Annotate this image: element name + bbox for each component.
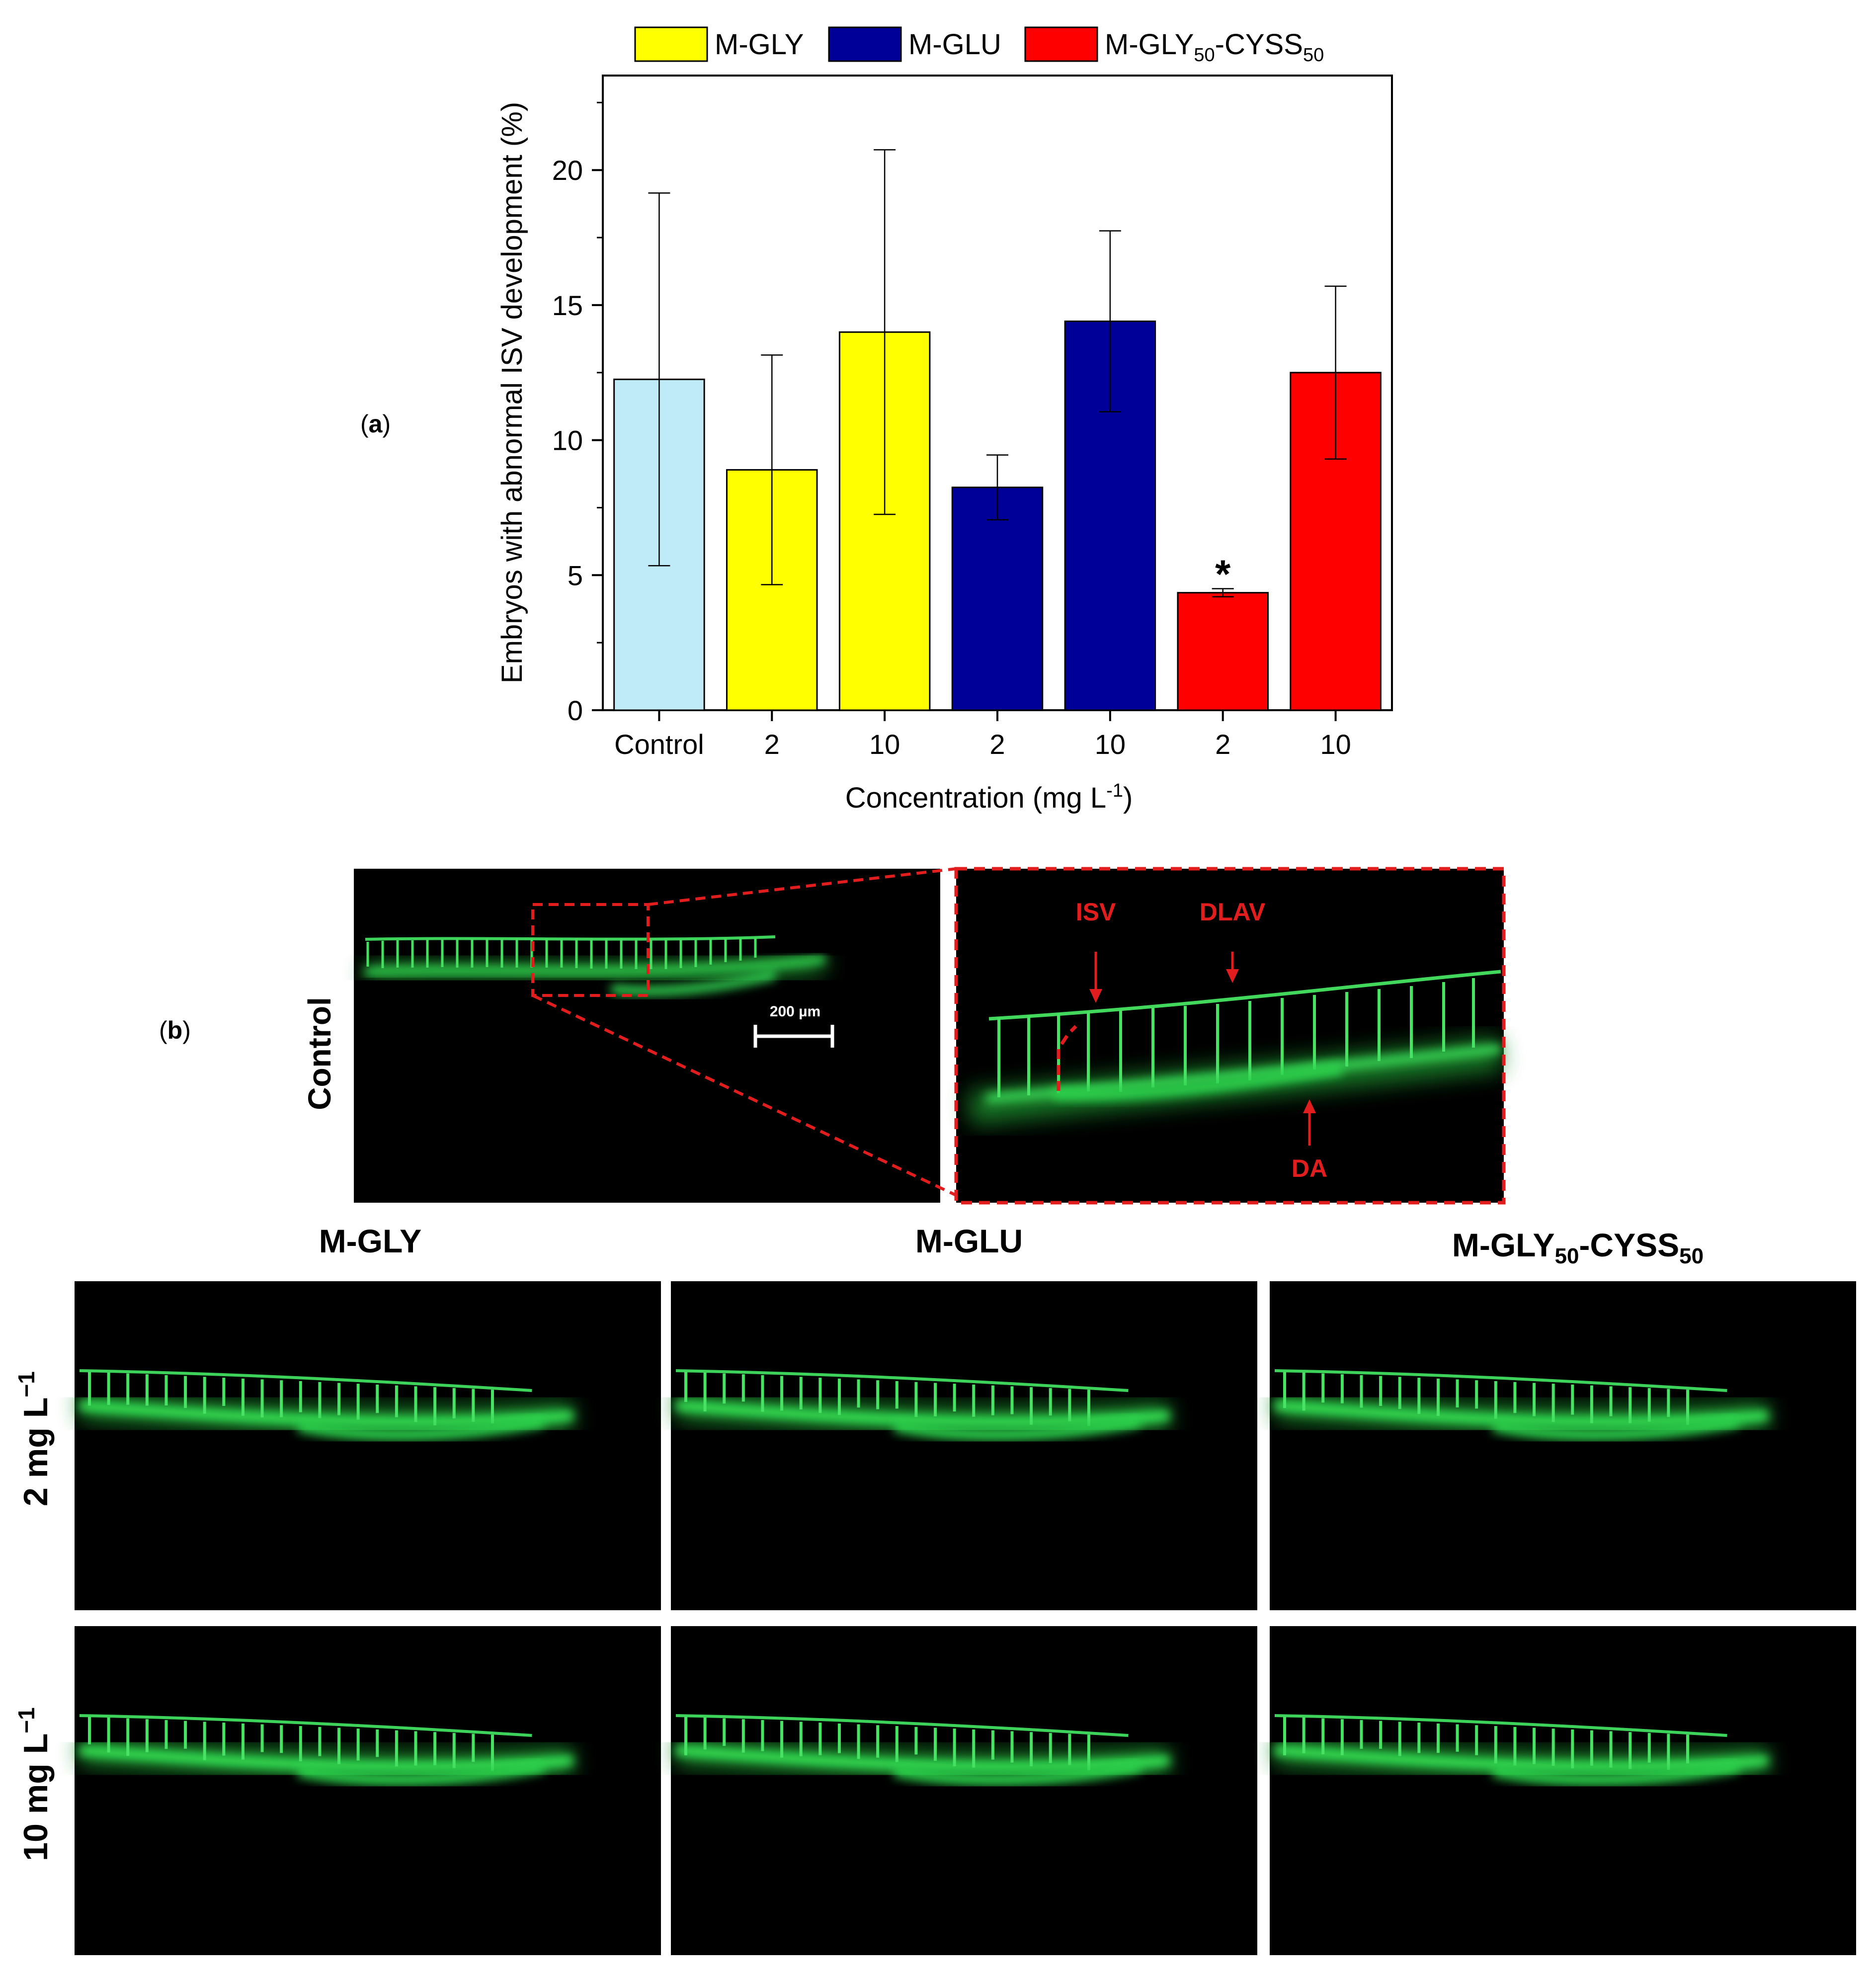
fish-plexus xyxy=(1492,1759,1740,1786)
zoom-connector-top xyxy=(648,867,957,906)
micrograph-r1-c1 xyxy=(671,1626,1257,1955)
svg-text:ISV: ISV xyxy=(1076,898,1116,926)
x-tick-label-5: 2 xyxy=(1215,729,1230,760)
micrograph-r0-c2 xyxy=(1270,1281,1856,1610)
panel-label-a: (a) xyxy=(360,410,391,438)
fish-dlav xyxy=(1274,1369,1727,1392)
micrograph-r1-c0 xyxy=(75,1626,661,1955)
y-tick-label: 0 xyxy=(568,695,583,726)
legend-label-1: M-GLU xyxy=(908,28,1001,61)
isv-annotation: ISV xyxy=(1076,898,1116,1003)
legend-swatch-1 xyxy=(828,26,902,62)
x-tick-label-0: Control xyxy=(614,729,704,760)
micrograph-r0-c1 xyxy=(671,1281,1257,1610)
y-tick-label: 20 xyxy=(552,155,583,186)
zoom-region-box xyxy=(531,903,650,997)
bar-chart: 0 5 10 15 20 Control 2 10 2 10 2 10 * Embryos with… xyxy=(496,75,1393,814)
column-header-mgly-cyss: M-GLY50-CYSS50 xyxy=(1452,1227,1704,1268)
control-row-label: Control xyxy=(302,997,337,1110)
x-tick-label-1: 2 xyxy=(764,729,780,760)
fish-vasculature xyxy=(365,935,826,996)
fish-dlav xyxy=(1274,1714,1727,1737)
fish-axis-vessel xyxy=(79,1745,573,1772)
row-label-2mg: 2 mg L−1 xyxy=(13,1371,55,1506)
legend-label-0: M-GLY xyxy=(715,28,804,61)
y-tick-label: 5 xyxy=(568,560,583,591)
micrograph-r0-c0 xyxy=(75,1281,661,1610)
bar-3 xyxy=(951,487,1044,711)
chart-legend: M-GLY M-GLU M-GLY50-CYSS50 xyxy=(634,26,1324,66)
y-tick-label: 10 xyxy=(552,425,583,456)
svg-text:DLAV: DLAV xyxy=(1200,898,1266,926)
micrograph-r1-c2 xyxy=(1270,1626,1856,1955)
y-axis-ticks: 0 5 10 15 20 xyxy=(552,101,603,726)
fish-plexus xyxy=(893,1759,1142,1786)
panel-label-b: (b) xyxy=(159,1016,191,1044)
control-zoom-image: ISV DLAV DA xyxy=(954,867,1506,1205)
y-axis-label: Embryos with abnormal ISV development (%… xyxy=(496,102,528,683)
fish-axis-vessel xyxy=(1274,1400,1769,1427)
svg-text:DA: DA xyxy=(1292,1154,1327,1182)
fish-axis-vessel xyxy=(675,1400,1170,1427)
fish-plexus xyxy=(297,1759,545,1786)
svg-text:200 µm: 200 µm xyxy=(770,1003,820,1020)
micrograph-background xyxy=(1270,1626,1856,1955)
da-annotation: DA xyxy=(1292,1099,1327,1182)
dlav-annotation: DLAV xyxy=(1200,898,1266,983)
fish-isvs xyxy=(684,1372,1090,1426)
fish-dlav xyxy=(79,1369,532,1392)
legend-swatch-0 xyxy=(634,26,708,62)
x-tick-label-6: 10 xyxy=(1320,729,1351,760)
scale-bar: 200 µm xyxy=(753,1003,834,1048)
micrograph-background xyxy=(671,1281,1257,1610)
fish-plexus xyxy=(893,1414,1142,1441)
x-tick-label-2: 10 xyxy=(869,729,900,760)
fish-dlav xyxy=(79,1714,532,1737)
zoom-connector-bottom xyxy=(532,994,957,1197)
control-overview-image: 200 µm xyxy=(354,869,940,1203)
fish-dlav xyxy=(675,1714,1129,1737)
fish-isvs xyxy=(1283,1717,1689,1770)
isv-highlight xyxy=(1057,1025,1077,1091)
micrograph-background xyxy=(75,1626,661,1955)
micrograph-background xyxy=(671,1626,1257,1955)
fish-isvs xyxy=(684,1717,1090,1771)
fish-axis-vessel xyxy=(1274,1745,1769,1772)
fish-isvs xyxy=(1283,1372,1689,1425)
fish-axis-vessel xyxy=(79,1400,573,1427)
error-bars xyxy=(648,149,1347,598)
fish-axis-vessel xyxy=(675,1745,1170,1772)
micrograph-background xyxy=(75,1281,661,1610)
x-axis-ticks: Control 2 10 2 10 2 10 xyxy=(614,710,1351,760)
bar-5 xyxy=(1177,592,1269,711)
micrograph-background xyxy=(1270,1281,1856,1610)
micrograph-grid xyxy=(75,1281,1856,1955)
y-tick-label: 15 xyxy=(552,290,583,321)
fish-dlav xyxy=(675,1369,1129,1392)
x-tick-label-3: 2 xyxy=(989,729,1005,760)
row-label-10mg: 10 mg L−1 xyxy=(13,1707,55,1861)
fish-isvs xyxy=(88,1717,494,1771)
chart-annotations: * xyxy=(1215,552,1231,596)
x-tick-label-4: 10 xyxy=(1095,729,1126,760)
column-header-mglu: M-GLU xyxy=(915,1223,1023,1259)
fish-plexus xyxy=(1492,1414,1740,1441)
legend-swatch-2 xyxy=(1024,26,1098,62)
zoom-frame xyxy=(954,867,1506,1205)
legend-label-2: M-GLY50-CYSS50 xyxy=(1105,28,1324,66)
significance-marker: * xyxy=(1215,552,1231,596)
column-header-mgly: M-GLY xyxy=(319,1223,422,1259)
fish-isvs xyxy=(88,1372,494,1425)
fish-plexus xyxy=(297,1414,545,1441)
x-axis-label: Concentration (mg L-1) xyxy=(845,780,1133,814)
